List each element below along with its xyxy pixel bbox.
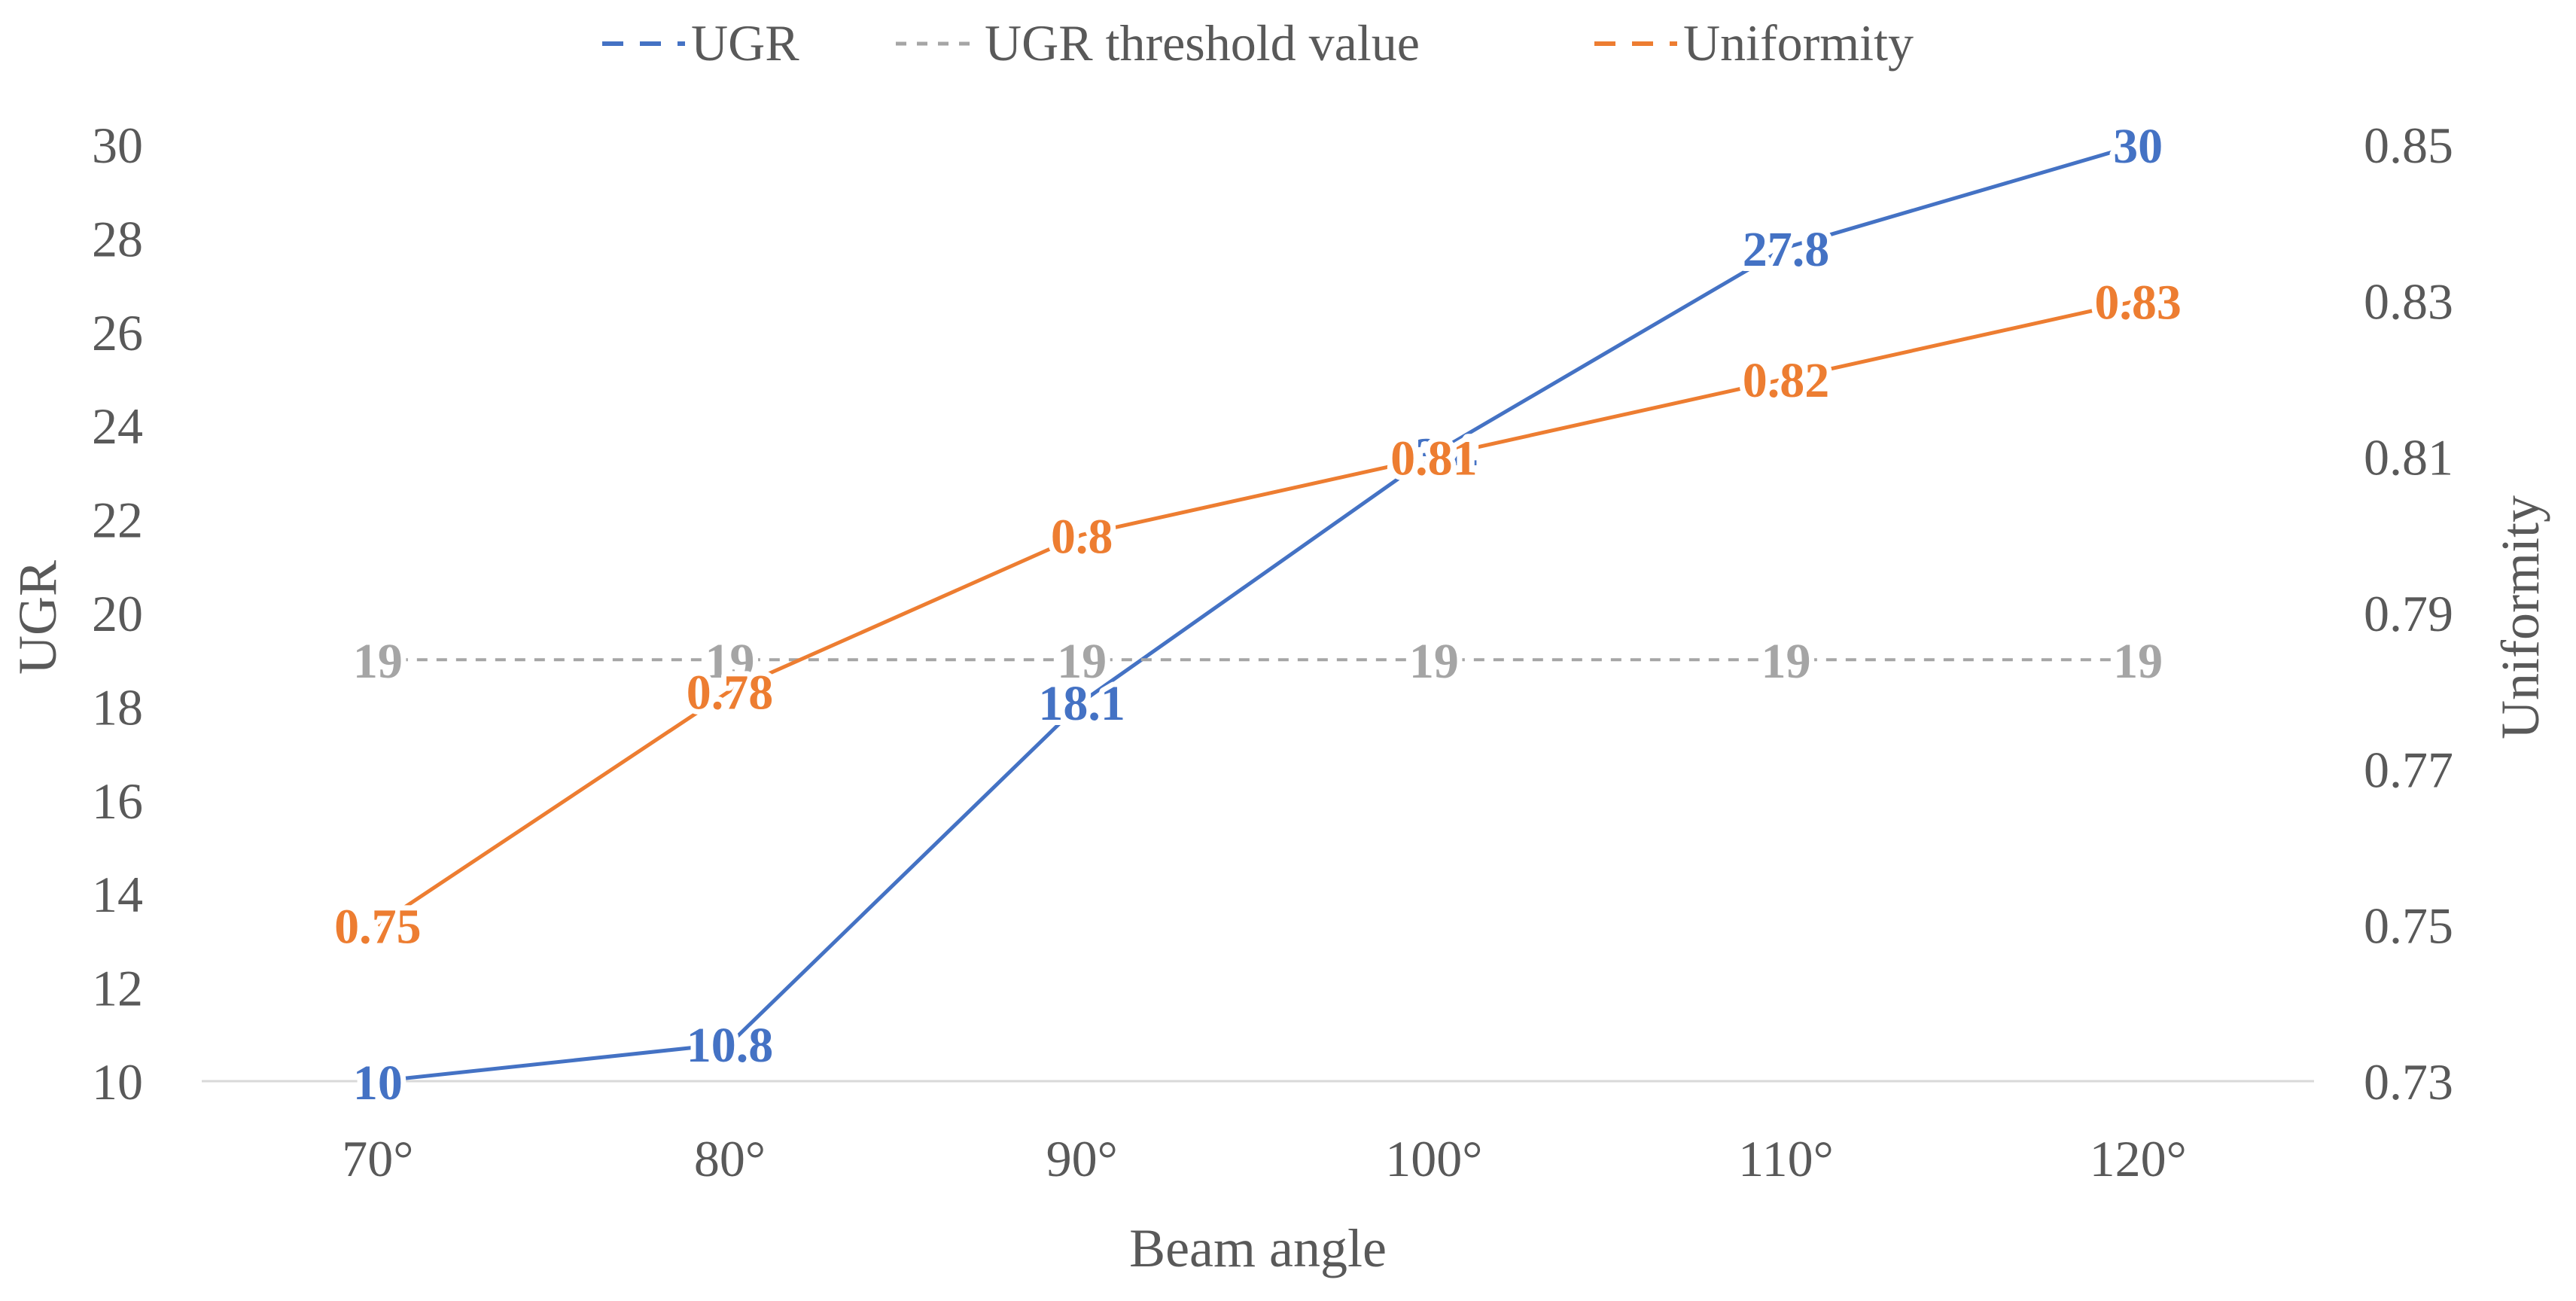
y-tick-label: 12	[92, 960, 143, 1017]
x-tick-label: 90°	[1046, 1130, 1118, 1187]
y-tick-label: 18	[92, 678, 143, 736]
data-label-ugr: 30	[2113, 119, 2163, 174]
y2-tick-label: 0.77	[2364, 741, 2453, 798]
y-tick-label: 10	[92, 1053, 143, 1111]
data-label-uniformity: 0.8	[1051, 509, 1113, 564]
y-axis-left-ticks: 10 12 14 16 18 20 22 24 26 28 30	[92, 117, 143, 1111]
data-label-halo: 27.8	[1743, 222, 1830, 277]
legend-item-uniformity[interactable]: Uniformity	[1594, 14, 1914, 72]
data-label-ugr-threshold: 19	[2113, 634, 2163, 689]
data-label-ugr-threshold: 19	[353, 634, 403, 689]
y2-tick-label: 0.85	[2364, 117, 2453, 174]
y2-tick-label: 0.75	[2364, 897, 2453, 955]
y-tick-label: 26	[92, 304, 143, 361]
legend-label-ugr-threshold: UGR threshold value	[985, 14, 1420, 72]
data-label-ugr: 23.4	[1390, 428, 1478, 483]
data-label-halo: 18.1	[1038, 676, 1125, 731]
data-label-halo: 0.82	[1743, 353, 1830, 408]
y2-tick-label: 0.79	[2364, 585, 2453, 642]
y-tick-label: 14	[92, 866, 143, 923]
data-label-halo: 19	[1057, 634, 1107, 689]
legend-item-ugr[interactable]: UGR	[602, 14, 799, 72]
y-tick-label: 16	[92, 772, 143, 830]
data-label-halo: 0.83	[2094, 275, 2182, 330]
data-label-uniformity: 0.75	[334, 900, 422, 955]
data-label-ugr: 18.1	[1038, 676, 1125, 731]
data-label-uniformity: 0.81	[1390, 431, 1478, 486]
legend-label-uniformity: Uniformity	[1683, 14, 1914, 72]
data-label-ugr: 27.8	[1743, 222, 1830, 277]
data-label-halo: 23.4	[1390, 428, 1478, 483]
x-tick-label: 110°	[1738, 1130, 1834, 1187]
data-label-halo: 19	[353, 634, 403, 689]
data-label-ugr: 10.8	[687, 1018, 774, 1073]
series-layer	[376, 142, 2139, 1083]
series-line-ugr	[377, 142, 2139, 1083]
legend-item-ugr-threshold[interactable]: UGR threshold value	[896, 14, 1420, 72]
y2-tick-label: 0.73	[2364, 1053, 2453, 1111]
legend-label-ugr: UGR	[691, 14, 799, 72]
y2-tick-label: 0.83	[2364, 273, 2453, 330]
data-labels: 101010.810.818.118.123.423.427.827.83030…	[329, 114, 2187, 1116]
data-label-halo: 10.8	[687, 1018, 774, 1073]
y-tick-label: 20	[92, 585, 143, 642]
data-label-uniformity: 0.83	[2094, 275, 2182, 330]
x-tick-label: 70°	[342, 1130, 413, 1187]
x-axis-ticks: 70° 80° 90° 100° 110° 120°	[342, 1130, 2187, 1187]
data-label-ugr: 10	[353, 1056, 403, 1111]
data-label-ugr-threshold: 19	[705, 634, 755, 689]
y2-axis-title: Uniformity	[2490, 495, 2550, 739]
data-label-uniformity: 0.78	[687, 666, 774, 721]
y-axis-right-ticks: 0.73 0.75 0.77 0.79 0.81 0.83 0.85	[2364, 117, 2453, 1111]
x-axis-title: Beam angle	[1129, 1218, 1387, 1278]
data-label-halo: 0.75	[334, 900, 422, 955]
data-label-halo: 0.78	[687, 666, 774, 721]
data-label-halo: 10	[353, 1056, 403, 1111]
data-label-ugr-threshold: 19	[1409, 634, 1459, 689]
y-tick-label: 30	[92, 117, 143, 174]
x-tick-label: 120°	[2090, 1130, 2187, 1187]
data-label-halo: 19	[1761, 634, 1811, 689]
y-tick-label: 22	[92, 492, 143, 549]
series-line-uniformity	[376, 298, 2139, 927]
data-label-halo: 19	[705, 634, 755, 689]
data-label-halo: 0.8	[1051, 509, 1113, 564]
data-label-uniformity: 0.82	[1743, 353, 1830, 408]
data-label-halo: 30	[2113, 119, 2163, 174]
y-tick-label: 24	[92, 398, 143, 455]
legend: UGR UGR threshold value Uniformity	[602, 14, 1914, 72]
data-label-halo: 19	[2113, 634, 2163, 689]
data-label-halo: 0.81	[1390, 431, 1478, 486]
x-tick-label: 80°	[694, 1130, 766, 1187]
y2-tick-label: 0.81	[2364, 429, 2453, 486]
y-tick-label: 28	[92, 210, 143, 267]
data-label-ugr-threshold: 19	[1761, 634, 1811, 689]
x-tick-label: 100°	[1385, 1130, 1482, 1187]
data-label-halo: 19	[1409, 634, 1459, 689]
y-axis-title: UGR	[8, 560, 68, 675]
data-label-ugr-threshold: 19	[1057, 634, 1107, 689]
